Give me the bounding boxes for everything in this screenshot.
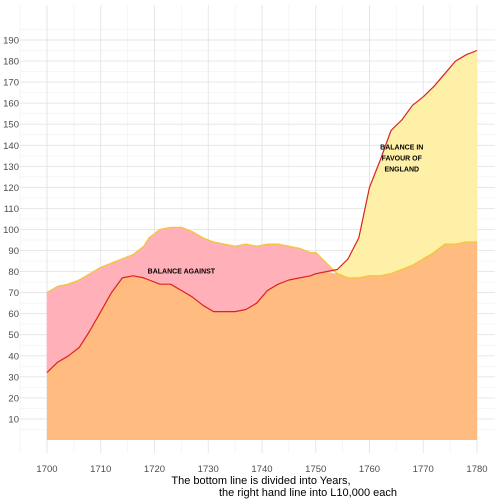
y-tick-label: 60 [8,309,19,320]
x-tick-label: 1780 [466,464,487,475]
balance-against-area [181,226,193,298]
x-tick-label: 1750 [305,464,326,475]
balance-favour-area [455,54,467,245]
balance-favour-area [444,60,456,245]
y-tick-label: 110 [4,204,19,215]
y-tick-label: 160 [3,99,19,110]
balance-against-area [245,243,257,310]
balance-against-area [310,252,317,277]
y-tick-label: 50 [8,330,19,341]
tick-labels: 10 20 30 40 50 60 70 80 90 100 110 120 130 140 150 160 1… [3,36,487,476]
x-tick-label: 1770 [413,464,434,475]
x-tick-label: 1710 [90,464,111,475]
balance-favour-area [465,50,478,243]
balance-against-area [267,243,279,292]
balance-favour-area [401,104,413,270]
balance-against-area [170,227,182,292]
x-tick-label: 1720 [144,464,165,475]
balance-against-area [288,245,300,281]
y-tick-label: 90 [8,246,19,257]
y-tick-label: 140 [3,141,19,152]
balance-against-area [57,283,69,363]
series-lines [46,49,478,374]
balance-against-area [46,285,59,374]
area-fills [46,50,478,440]
balance-favour-area [433,72,446,254]
x-axis-label-line-2: the right hand line into L10,000 each [219,487,397,499]
balance-against-area [299,247,311,279]
balance-favour-area [390,119,403,275]
x-axis-label-line-1: The bottom line is divided into Years, [171,475,350,487]
y-tick-label: 70 [8,288,19,299]
balance-against-area [224,243,236,312]
annotation-text: BALANCE AGAINST [148,269,216,276]
annotation-text: BALANCE IN [380,144,423,151]
y-tick-label: 190 [3,36,19,47]
exports-line [46,49,478,374]
balance-against-area [148,228,161,285]
y-tick-label: 20 [8,393,19,404]
y-tick-label: 10 [8,414,19,425]
y-tick-label: 130 [3,162,19,173]
x-tick-label: 1760 [359,464,380,475]
x-tick-label: 1740 [251,464,272,475]
balance-against-area [277,243,290,285]
balance-against-area [68,279,80,357]
y-tick-label: 120 [3,183,19,194]
y-tick-label: 100 [3,225,19,236]
y-tick-label: 30 [8,372,19,383]
y-tick-label: 180 [3,57,19,68]
balance-against-area [213,241,225,312]
annotations: BALANCE AGAINST BALANCE IN FAVOUR OF ENGLAN… [148,144,424,275]
y-tick-label: 170 [3,78,19,89]
annotation-text: FAVOUR OF [382,155,423,162]
annotation-text: ENGLAND [384,166,419,173]
y-tick-label: 40 [8,351,19,362]
y-tick-label: 150 [3,120,19,131]
base-area [47,242,477,440]
y-tick-label: 80 [8,267,19,278]
balance-favour-area [422,85,435,260]
x-tick-label: 1700 [36,464,57,475]
balance-favour-area [412,96,424,266]
x-tick-label: 1730 [198,464,219,475]
balance-against-area [234,243,247,312]
imports-line [46,226,477,294]
